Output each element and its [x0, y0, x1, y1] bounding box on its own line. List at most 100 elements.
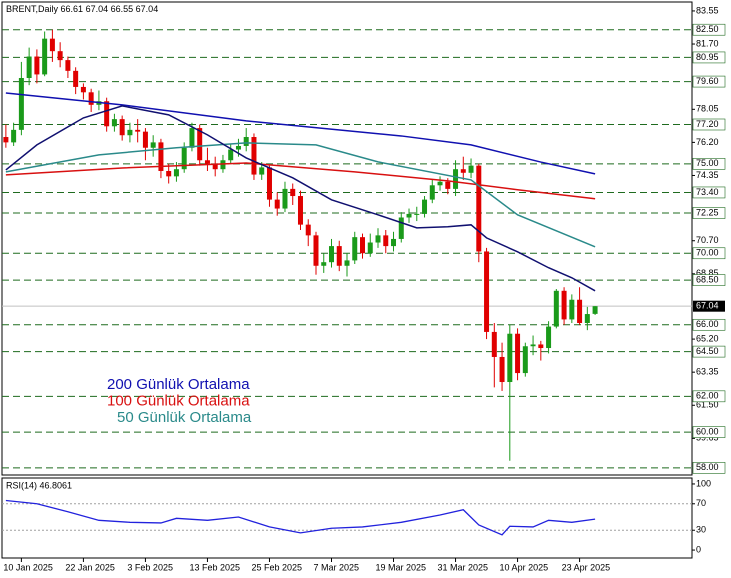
moving-average [5, 142, 596, 248]
candle-body [561, 290, 567, 320]
candle-body [204, 160, 210, 164]
candle-body [220, 160, 226, 170]
y-tick-label: 0 [696, 544, 701, 554]
level-label: 79.60 [696, 76, 719, 86]
candle-body [499, 356, 505, 383]
candle-body [406, 213, 412, 218]
y-tick-label: 81.70 [696, 38, 719, 48]
last-price-box [693, 300, 725, 312]
candle-body [569, 299, 575, 320]
candle-body [243, 137, 249, 146]
candle-body [530, 344, 536, 347]
candle-body [173, 169, 179, 177]
candle-body [445, 181, 451, 189]
candle-body [197, 128, 203, 161]
candle-body [375, 235, 381, 243]
level-label: 68.50 [696, 274, 719, 284]
candle-body [251, 137, 257, 175]
y-tick-label: 65.20 [696, 333, 719, 343]
level-label-box [692, 345, 726, 358]
labels: BRENT,Daily 66.61 67.04 66.55 67.04 RSI(… [3, 4, 726, 572]
price-panel [1, 1, 693, 476]
x-tick-label: 7 Mar 2025 [313, 562, 359, 572]
candle-body [266, 167, 272, 200]
level-label-box [692, 158, 726, 170]
candle-body [290, 188, 296, 197]
level-label-box [692, 318, 726, 331]
y-tick-label: 70 [696, 498, 706, 508]
x-tick-label: 10 Apr 2025 [500, 562, 549, 572]
candle-body [42, 38, 48, 75]
candle-body [336, 246, 342, 266]
candle-body [391, 238, 397, 247]
candle-body [297, 196, 303, 225]
candle-body [11, 129, 17, 143]
candle-body [429, 185, 435, 200]
candle-body [104, 101, 110, 127]
candle-body [80, 86, 86, 93]
candle-body [422, 199, 428, 214]
candle-body [119, 119, 125, 136]
level-label: 80.95 [696, 52, 719, 62]
candle-body [383, 235, 389, 247]
candle-body [57, 51, 63, 61]
level-label-box [692, 51, 726, 64]
y-tick-label: 70.70 [696, 235, 719, 245]
candle-body [158, 142, 164, 171]
y-tick-label: 74.35 [696, 170, 719, 180]
candle-body [228, 149, 234, 161]
level-label-box [692, 390, 726, 403]
level-label: 60.00 [696, 426, 719, 436]
level-label-box [692, 75, 726, 88]
candle-body [522, 346, 528, 374]
candle-body [127, 129, 133, 136]
candle-body [414, 213, 420, 215]
candle-body [577, 299, 583, 323]
candle-body [26, 56, 32, 79]
candle-body [507, 333, 513, 383]
x-tick-label: 31 Mar 2025 [438, 562, 489, 572]
candle-body [189, 128, 195, 148]
candle-body [111, 119, 117, 127]
last-price-label: 67.04 [696, 301, 719, 311]
rsi-title: RSI(14) 46.8061 [6, 480, 72, 490]
level-label: 75.00 [696, 158, 719, 168]
level-label: 64.50 [696, 346, 719, 356]
level-label-box [692, 247, 726, 260]
x-tick-label: 10 Jan 2025 [3, 562, 53, 572]
candle-body [235, 145, 241, 150]
candle-body [3, 137, 9, 143]
candle-body [453, 169, 459, 189]
candle-body [360, 237, 366, 254]
candle-body [142, 131, 148, 148]
candle-body [181, 147, 187, 170]
levels [2, 10, 695, 562]
level-label-box [692, 426, 726, 438]
candle-body [437, 181, 443, 186]
candle-body [468, 165, 474, 173]
legend-entry: 50 Günlük Ortalama [117, 409, 252, 426]
y-tick-label: 68.85 [696, 268, 719, 278]
candle-body [321, 262, 327, 266]
level-label-box [692, 462, 726, 474]
x-tick-label: 23 Apr 2025 [562, 562, 611, 572]
candle-body [34, 56, 40, 75]
level-label: 82.50 [696, 24, 719, 34]
moving-average [5, 105, 596, 292]
y-tick-label: 61.50 [696, 400, 719, 410]
level-label-box [692, 186, 726, 199]
candle-body [367, 242, 373, 254]
legend-entry: 100 Günlük Ortalama [107, 392, 250, 409]
x-tick-label: 25 Feb 2025 [251, 562, 302, 572]
y-tick-label: 100 [696, 478, 711, 488]
candle-body [584, 314, 590, 323]
candle-body [18, 78, 24, 130]
candle-body [484, 251, 490, 332]
candle-body [515, 333, 521, 374]
rsi-line [5, 499, 596, 536]
legend-entry: 200 Günlük Ortalama [107, 376, 250, 393]
level-label-box [692, 118, 726, 131]
candle-body [460, 169, 466, 173]
candle-body [398, 217, 404, 239]
